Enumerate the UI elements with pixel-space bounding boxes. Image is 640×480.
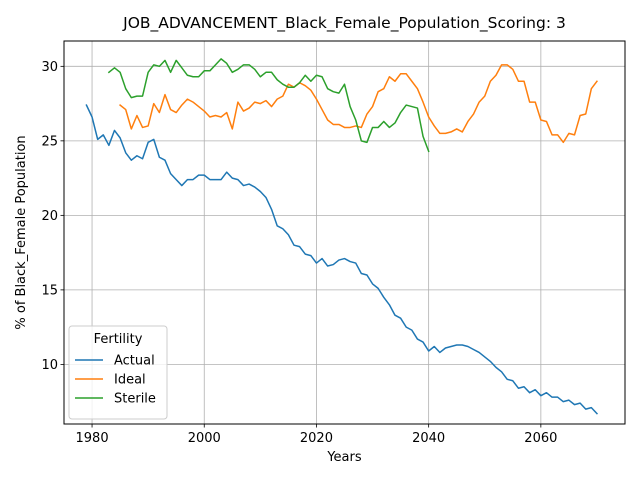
plot-frame [63, 40, 626, 425]
legend-entries: Actual Ideal Sterile [75, 354, 156, 407]
x-tick-label: 1980 [76, 431, 109, 446]
y-tick-label: 20 [41, 209, 58, 224]
y-axis-label: % of Black_Female Population [14, 135, 29, 329]
x-tick-label: 2040 [412, 431, 445, 446]
legend-title: Fertility [94, 332, 143, 347]
series-line-ideal [119, 64, 599, 144]
series-line-actual [85, 104, 599, 415]
legend-box [68, 325, 168, 420]
axis-ticks: 1980 2000 2020 2040 2060 10 15 20 25 30 [41, 60, 557, 446]
legend-label-ideal: Ideal [114, 373, 146, 388]
y-tick-label: 30 [41, 60, 58, 75]
series-lines [85, 58, 599, 415]
chart-title: JOB_ADVANCEMENT_Black_Female_Population_… [122, 14, 566, 33]
legend-label-actual: Actual [114, 354, 155, 369]
x-axis-label: Years [326, 450, 362, 465]
series-line-sterile [107, 58, 430, 153]
x-tick-label: 2020 [300, 431, 333, 446]
x-tick-label: 2060 [524, 431, 557, 446]
y-tick-label: 25 [41, 134, 58, 149]
y-tick-label: 15 [41, 283, 58, 298]
y-tick-label: 10 [41, 358, 58, 373]
legend-label-sterile: Sterile [114, 392, 156, 407]
x-tick-label: 2000 [188, 431, 221, 446]
legend: Fertility Actual Ideal Sterile [68, 325, 168, 420]
